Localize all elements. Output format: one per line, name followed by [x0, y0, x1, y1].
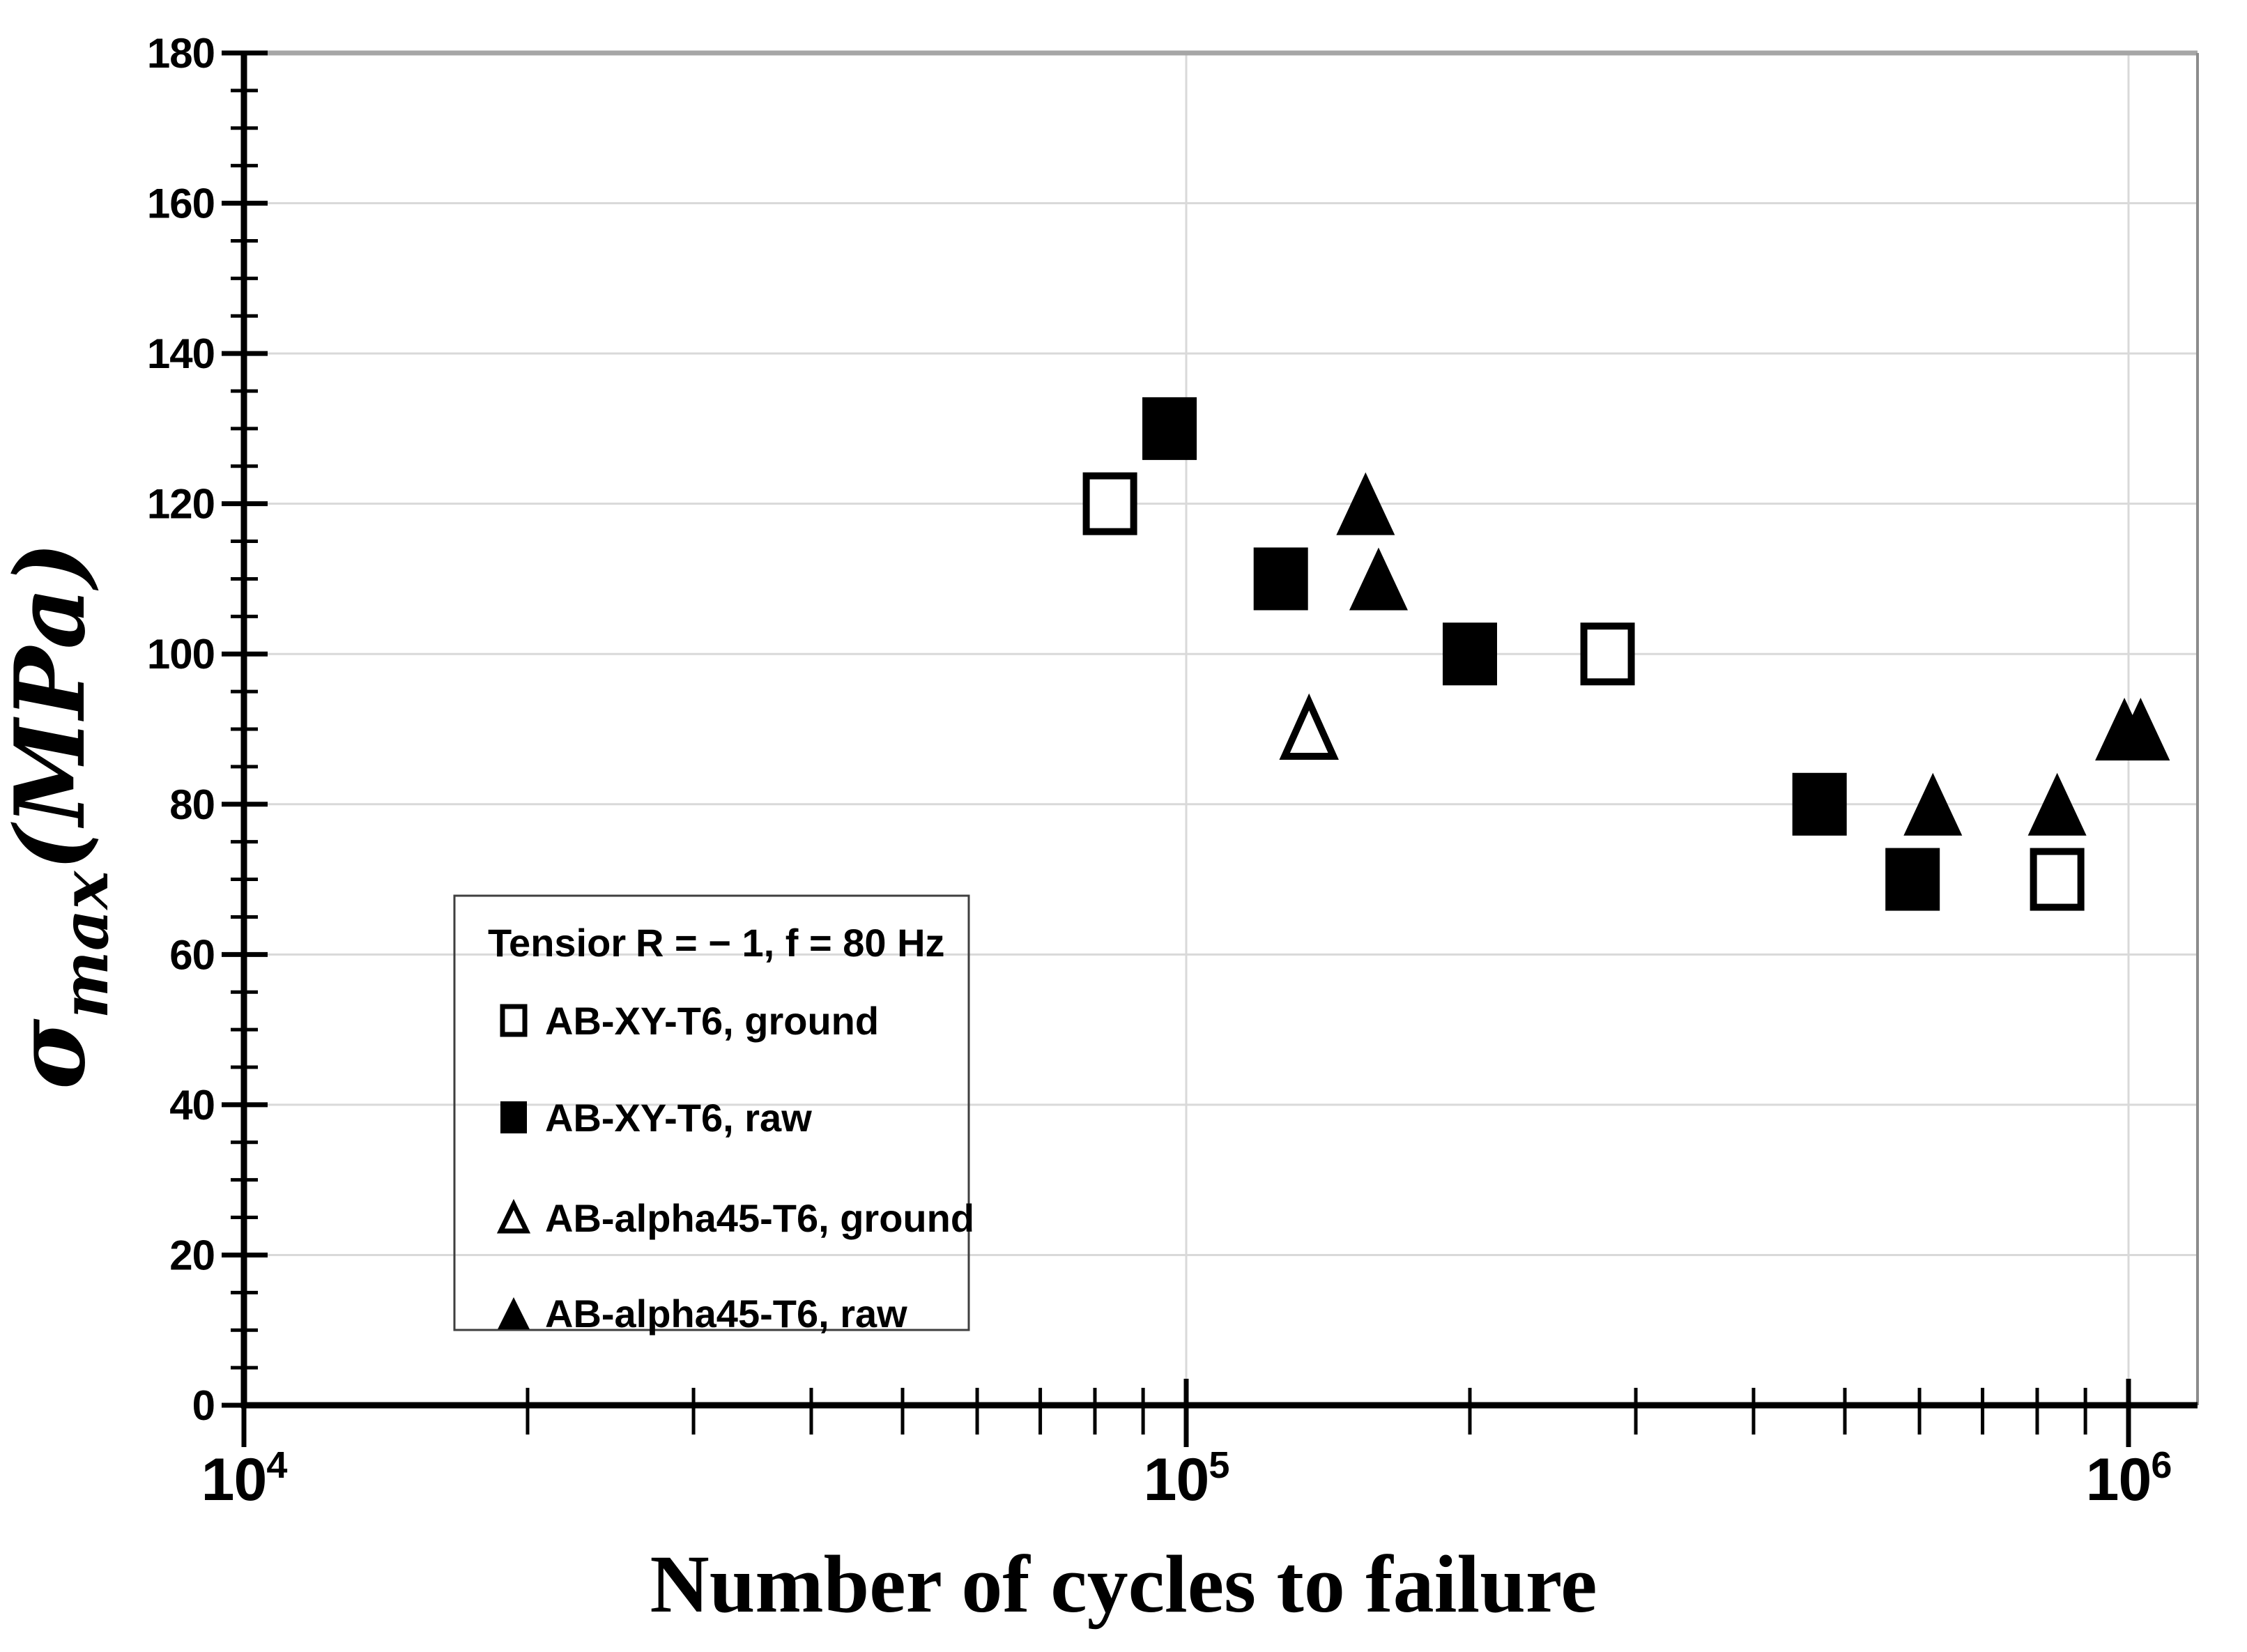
y-tick-label-20: 20	[169, 1232, 215, 1278]
x-tick-labels: 104 105 106	[201, 1444, 2172, 1513]
data-point-s3-1	[1349, 547, 1408, 611]
axis-lines	[240, 51, 2198, 1409]
data-point-s0-1	[1580, 622, 1635, 686]
series-ab-alpha45-t6-raw	[1336, 472, 2170, 836]
x-tick-base: 10	[2086, 1446, 2152, 1513]
data-point-s1-3	[1792, 772, 1847, 836]
y-tick-label-100: 100	[147, 631, 215, 678]
y-tick-label-120: 120	[147, 481, 215, 528]
y-title-unit: (MPa)	[0, 542, 107, 871]
x-axis-title: Number of cycles to failure	[650, 1538, 1597, 1630]
data-point-s0-0	[1082, 472, 1137, 535]
legend-box	[453, 894, 970, 1331]
y-tick-label-140: 140	[147, 330, 215, 377]
legend-label-1: AB-XY-T6, raw	[545, 1096, 812, 1140]
legend-label-3: AB-alpha45-T6, raw	[545, 1292, 907, 1336]
legend: Tensior R = − 1, f = 80 Hz AB-XY-T6, groun…	[453, 894, 974, 1336]
data-point-s3-3	[2027, 772, 2087, 836]
y-tick-label-160: 160	[147, 181, 215, 227]
series-ab-alpha45-t6-ground	[1279, 693, 1339, 760]
series-ab-xy-t6-ground	[1082, 472, 2085, 911]
legend-condition: R = − 1, f = 80 Hz	[636, 921, 945, 965]
data-point-s3-0	[1336, 472, 1395, 535]
x-tick-base: 10	[1144, 1446, 1209, 1513]
y-title-sigma: σ	[0, 1018, 107, 1089]
x-tick-label-1e6: 106	[2086, 1444, 2172, 1513]
legend-marker-triangle-open	[496, 1199, 531, 1234]
x-tick-exponent: 6	[2151, 1444, 2171, 1486]
y-tick-label-60: 60	[169, 931, 215, 978]
plot-borders	[241, 50, 2199, 1405]
data-point-s1-1	[1253, 547, 1308, 611]
legend-label-0: AB-XY-T6, ground	[545, 999, 879, 1043]
y-tick-label-180: 180	[147, 30, 215, 77]
data-point-s1-0	[1142, 397, 1197, 460]
y-tick-label-0: 0	[192, 1382, 215, 1429]
y-tick-label-40: 40	[169, 1082, 215, 1129]
x-tick-exponent: 4	[266, 1444, 287, 1486]
legend-marker-triangle-filled	[498, 1297, 530, 1329]
data-point-s3-2	[1903, 772, 1963, 836]
series-ab-xy-t6-raw	[1142, 397, 1940, 911]
y-tick-labels: 0 20 40 60 80 100 120 140 160 180	[147, 30, 215, 1429]
legend-title: Tensior	[488, 921, 626, 965]
legend-label-2: AB-alpha45-T6, ground	[545, 1196, 974, 1240]
legend-marker-square-open	[500, 1004, 528, 1037]
data-point-s3-5	[2111, 698, 2170, 760]
data-series	[1082, 397, 2170, 911]
data-point-s1-4	[1885, 848, 1940, 911]
gridlines	[244, 53, 2198, 1405]
x-tick-base: 10	[201, 1446, 267, 1513]
x-tick-exponent: 5	[1209, 1444, 1229, 1486]
y-axis-title: σmax(MPa)	[0, 542, 123, 1089]
legend-marker-square-filled	[500, 1101, 527, 1133]
x-tick-label-1e4: 104	[201, 1444, 288, 1513]
y-tick-label-80: 80	[169, 781, 215, 828]
axis-ticks	[222, 50, 2131, 1447]
data-point-s1-2	[1442, 622, 1497, 686]
data-point-s0-2	[2030, 848, 2085, 911]
data-point-s2-0	[1279, 693, 1339, 760]
x-tick-label-1e5: 105	[1144, 1444, 1229, 1513]
y-title-subscript: max	[47, 870, 123, 1018]
